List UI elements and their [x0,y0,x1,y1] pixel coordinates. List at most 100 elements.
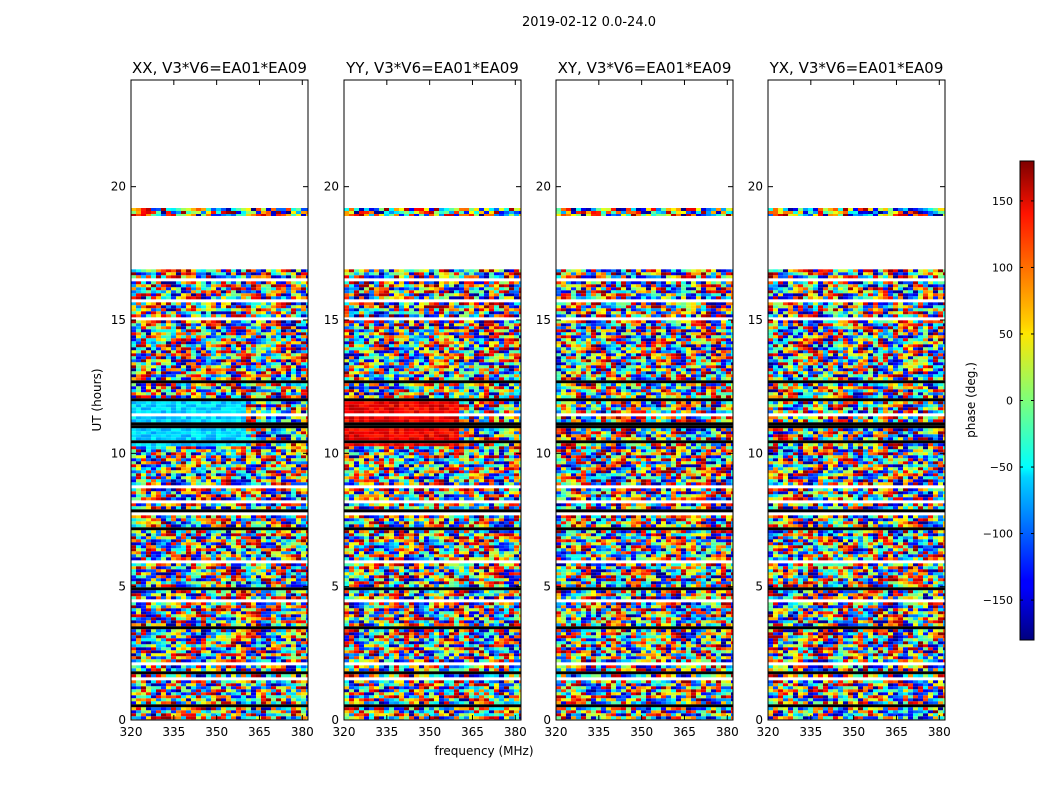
heatmap-cell [196,269,201,273]
heatmap-cell [276,494,281,498]
heatmap-cell [291,566,296,570]
heatmap-cell [296,458,301,462]
heatmap-cell [186,545,191,549]
heatmap-cell [271,686,276,690]
heatmap-cell [409,287,414,291]
heatmap-cell [176,293,181,297]
heatmap-cell [251,569,256,573]
heatmap-cell [291,332,296,336]
heatmap-cell [201,362,206,366]
heatmap-cell [236,371,241,375]
heatmap-cell [266,404,271,408]
heatmap-cell [296,311,301,315]
heatmap-cell [251,575,256,579]
heatmap-cell [161,602,166,606]
heatmap-cell [206,275,211,279]
heatmap-cell [181,557,186,561]
heatmap-cell [296,632,301,636]
heatmap-cell [236,449,241,453]
heatmap-cell [241,692,246,696]
heatmap-cell [359,281,364,285]
heatmap-cell [236,548,241,552]
heatmap-cell [266,491,271,495]
heatmap-cell [276,353,281,357]
heatmap-cell [296,713,301,717]
heatmap-cell [131,515,136,519]
heatmap-cell [156,476,161,480]
heatmap-cell [211,713,216,717]
heatmap-cell [281,338,286,342]
heatmap-cell [201,572,206,576]
heatmap-cell [151,608,156,612]
heatmap-cell [306,608,308,612]
heatmap-cell [186,353,191,357]
heatmap-cell [181,281,186,285]
heatmap-cell [141,473,146,477]
heatmap-cell [146,320,151,324]
heatmap-cell [206,305,211,309]
heatmap-cell [206,635,211,639]
heatmap-cell [201,620,206,624]
heatmap-cell [261,428,266,432]
heatmap-cell [141,659,146,663]
heatmap-cell [171,326,176,330]
heatmap-cell [226,434,231,438]
heatmap-cell [156,515,161,519]
heatmap-cell [271,410,276,414]
heatmap-cell [236,569,241,573]
heatmap-cell [256,476,261,480]
heatmap-cell [266,377,271,381]
heatmap-cell [186,302,191,306]
heatmap-cell [151,665,156,669]
heatmap-cell [291,686,296,690]
heatmap-cell [296,341,301,345]
heatmap-cell [171,689,176,693]
heatmap-cell [301,365,306,369]
heatmap-cell [261,482,266,486]
heatmap-cell [206,401,211,405]
heatmap-cell [156,404,161,408]
heatmap-cell [226,329,231,333]
heatmap-cell [241,524,246,528]
heatmap-cell [151,359,156,363]
heatmap-cell [216,635,221,639]
heatmap-cell [166,455,171,459]
heatmap-cell [306,287,308,291]
heatmap-cell [221,623,226,627]
heatmap-cell [271,449,276,453]
heatmap-cell [136,536,141,540]
heatmap-cell [136,470,141,474]
heatmap-cell [286,344,291,348]
heatmap-cell [221,290,226,294]
heatmap-cell [136,275,141,279]
heatmap-cell [181,593,186,597]
heatmap-cell [176,275,181,279]
heatmap-cell [251,581,256,585]
heatmap-cell [161,428,166,432]
heatmap-cell [211,602,216,606]
heatmap-cell [176,521,181,525]
heatmap-cell [201,461,206,465]
heatmap-cell [276,464,281,468]
heatmap-cell [349,281,354,285]
heatmap-cell [211,536,216,540]
heatmap-cell [191,419,196,423]
heatmap-cell [261,452,266,456]
heatmap-cell [251,377,256,381]
heatmap-cell [231,350,236,354]
heatmap-cell [226,214,231,216]
heatmap-cell [246,590,251,594]
heatmap-cell [131,575,136,579]
heatmap-cell [374,275,379,279]
heatmap-cell [261,332,266,336]
heatmap-cell [266,569,271,573]
heatmap-cell [231,407,236,411]
heatmap-cell [156,707,161,711]
heatmap-cell [266,692,271,696]
heatmap-cell [131,368,136,372]
heatmap-cell [236,296,241,300]
heatmap-cell [246,208,251,211]
heatmap-cell [291,470,296,474]
heatmap-cell [241,362,246,366]
heatmap-cell [196,539,201,543]
